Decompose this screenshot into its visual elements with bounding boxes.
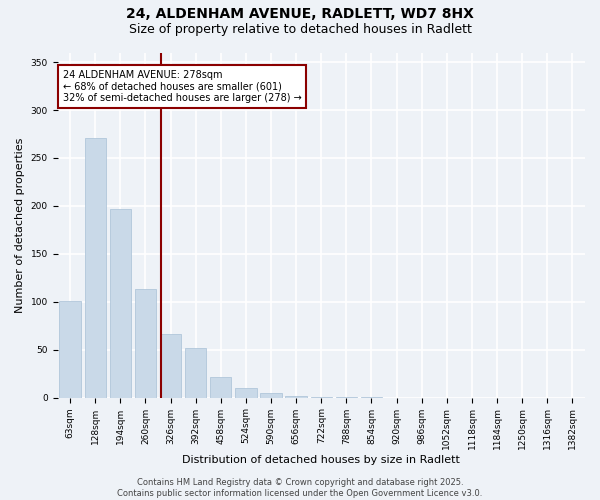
Bar [311,396,332,398]
Bar [336,396,357,398]
Y-axis label: Number of detached properties: Number of detached properties [15,138,25,312]
Text: Size of property relative to detached houses in Radlett: Size of property relative to detached ho… [128,22,472,36]
Text: 24, ALDENHAM AVENUE, RADLETT, WD7 8HX: 24, ALDENHAM AVENUE, RADLETT, WD7 8HX [126,8,474,22]
Bar [361,396,382,398]
Bar [85,138,106,398]
Bar [235,388,257,398]
Bar [185,348,206,398]
Text: 24 ALDENHAM AVENUE: 278sqm
← 68% of detached houses are smaller (601)
32% of sem: 24 ALDENHAM AVENUE: 278sqm ← 68% of deta… [63,70,302,103]
Bar [110,209,131,398]
X-axis label: Distribution of detached houses by size in Radlett: Distribution of detached houses by size … [182,455,460,465]
Bar [210,378,232,398]
Bar [59,301,81,398]
Bar [135,290,156,398]
Bar [160,334,181,398]
Bar [286,396,307,398]
Bar [260,393,282,398]
Text: Contains HM Land Registry data © Crown copyright and database right 2025.
Contai: Contains HM Land Registry data © Crown c… [118,478,482,498]
